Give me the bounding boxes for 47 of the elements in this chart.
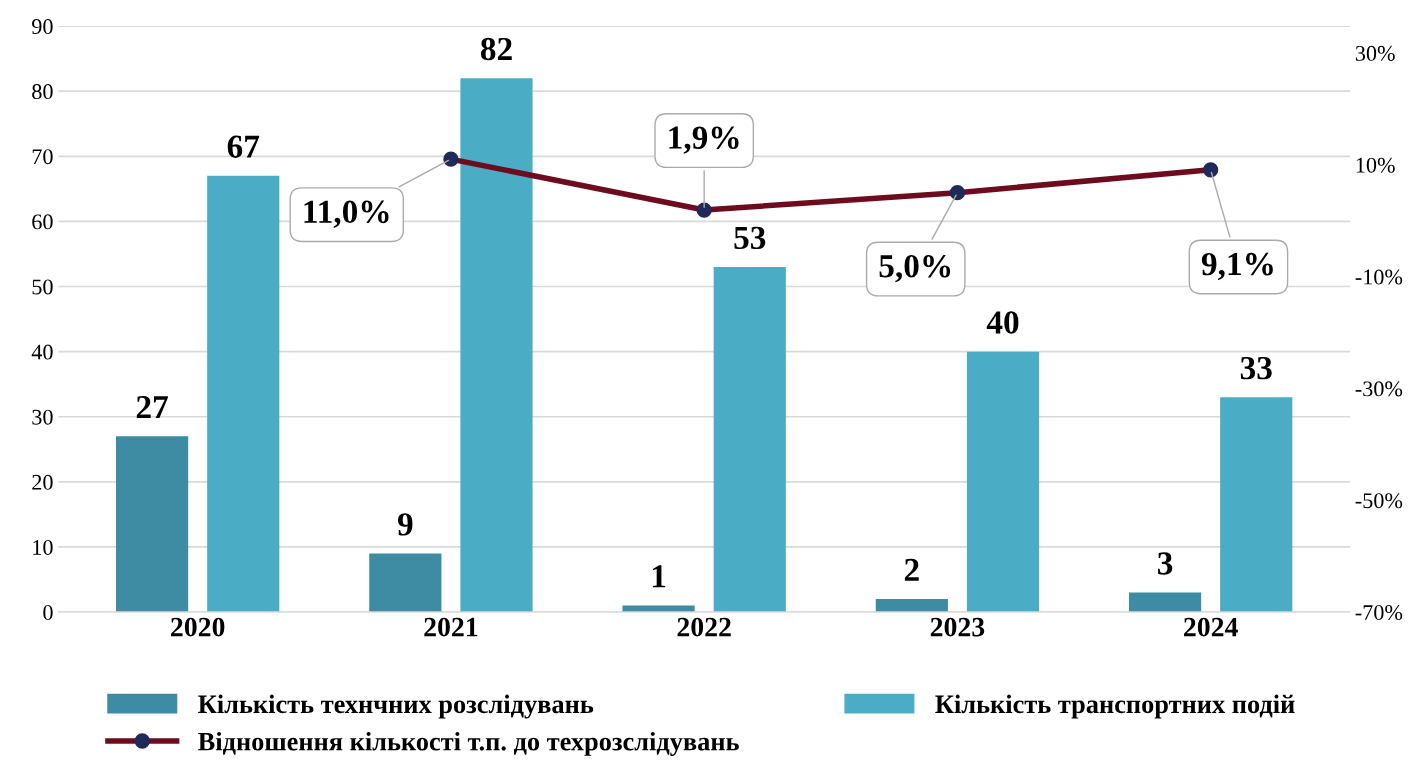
bar (1220, 397, 1293, 613)
y-tick-label: 80 (32, 84, 53, 100)
x-tick-label: 2023 (930, 617, 985, 637)
data-label: 53 (734, 226, 766, 250)
x-tick-label: 2024 (1184, 617, 1238, 637)
bar (966, 351, 1040, 613)
x-tick-label: 2021 (424, 617, 478, 637)
legend-label: Відношення кількості т.п. до техрозслідувань (198, 731, 739, 756)
y-tick-label: 20 (32, 474, 53, 490)
data-label: 82 (480, 37, 512, 61)
y2-tick-label: -50% (1355, 493, 1403, 509)
bar (460, 78, 533, 613)
y-tick-label: 90 (32, 19, 53, 35)
legend-label: Кількість транспортних подій (935, 694, 1295, 719)
bar (713, 266, 786, 613)
data-label: 67 (227, 135, 260, 158)
legend-label: Кількість технчних розслідувань (198, 694, 594, 719)
data-label: 2 (904, 558, 919, 581)
data-label: 3 (1158, 552, 1173, 575)
y2-tick-label: -30% (1355, 381, 1403, 397)
y-tick-label: 40 (31, 344, 53, 360)
y2-tick-label: -10% (1355, 269, 1403, 285)
y-tick-label: 60 (32, 214, 53, 230)
x-tick-label: 2020 (171, 617, 225, 637)
data-label: 9 (397, 513, 413, 536)
y-tick-label: 10 (33, 539, 53, 555)
bar (875, 599, 948, 613)
data-label: 27 (136, 395, 168, 419)
bar (116, 436, 189, 613)
y2-tick-label: 30% (1355, 45, 1395, 61)
data-label: 1,9% (669, 126, 739, 154)
bar (369, 553, 442, 613)
data-label: 1 (652, 565, 666, 588)
y2-tick-label: -70% (1355, 605, 1403, 621)
y-tick-label: 70 (32, 149, 53, 165)
y-tick-label: 50 (32, 279, 53, 295)
data-label: 11,0% (304, 200, 389, 228)
bar (1128, 592, 1202, 613)
bar (207, 175, 280, 613)
data-label: 9,1% (1201, 252, 1273, 281)
data-label: 33 (1240, 356, 1272, 380)
x-tick-label: 2022 (677, 617, 731, 637)
y-tick-label: 0 (43, 605, 53, 620)
y2-tick-label: 10% (1356, 157, 1395, 173)
y-tick-label: 30 (32, 409, 53, 425)
data-label: 5,0% (879, 254, 951, 283)
data-label: 40 (986, 311, 1019, 334)
